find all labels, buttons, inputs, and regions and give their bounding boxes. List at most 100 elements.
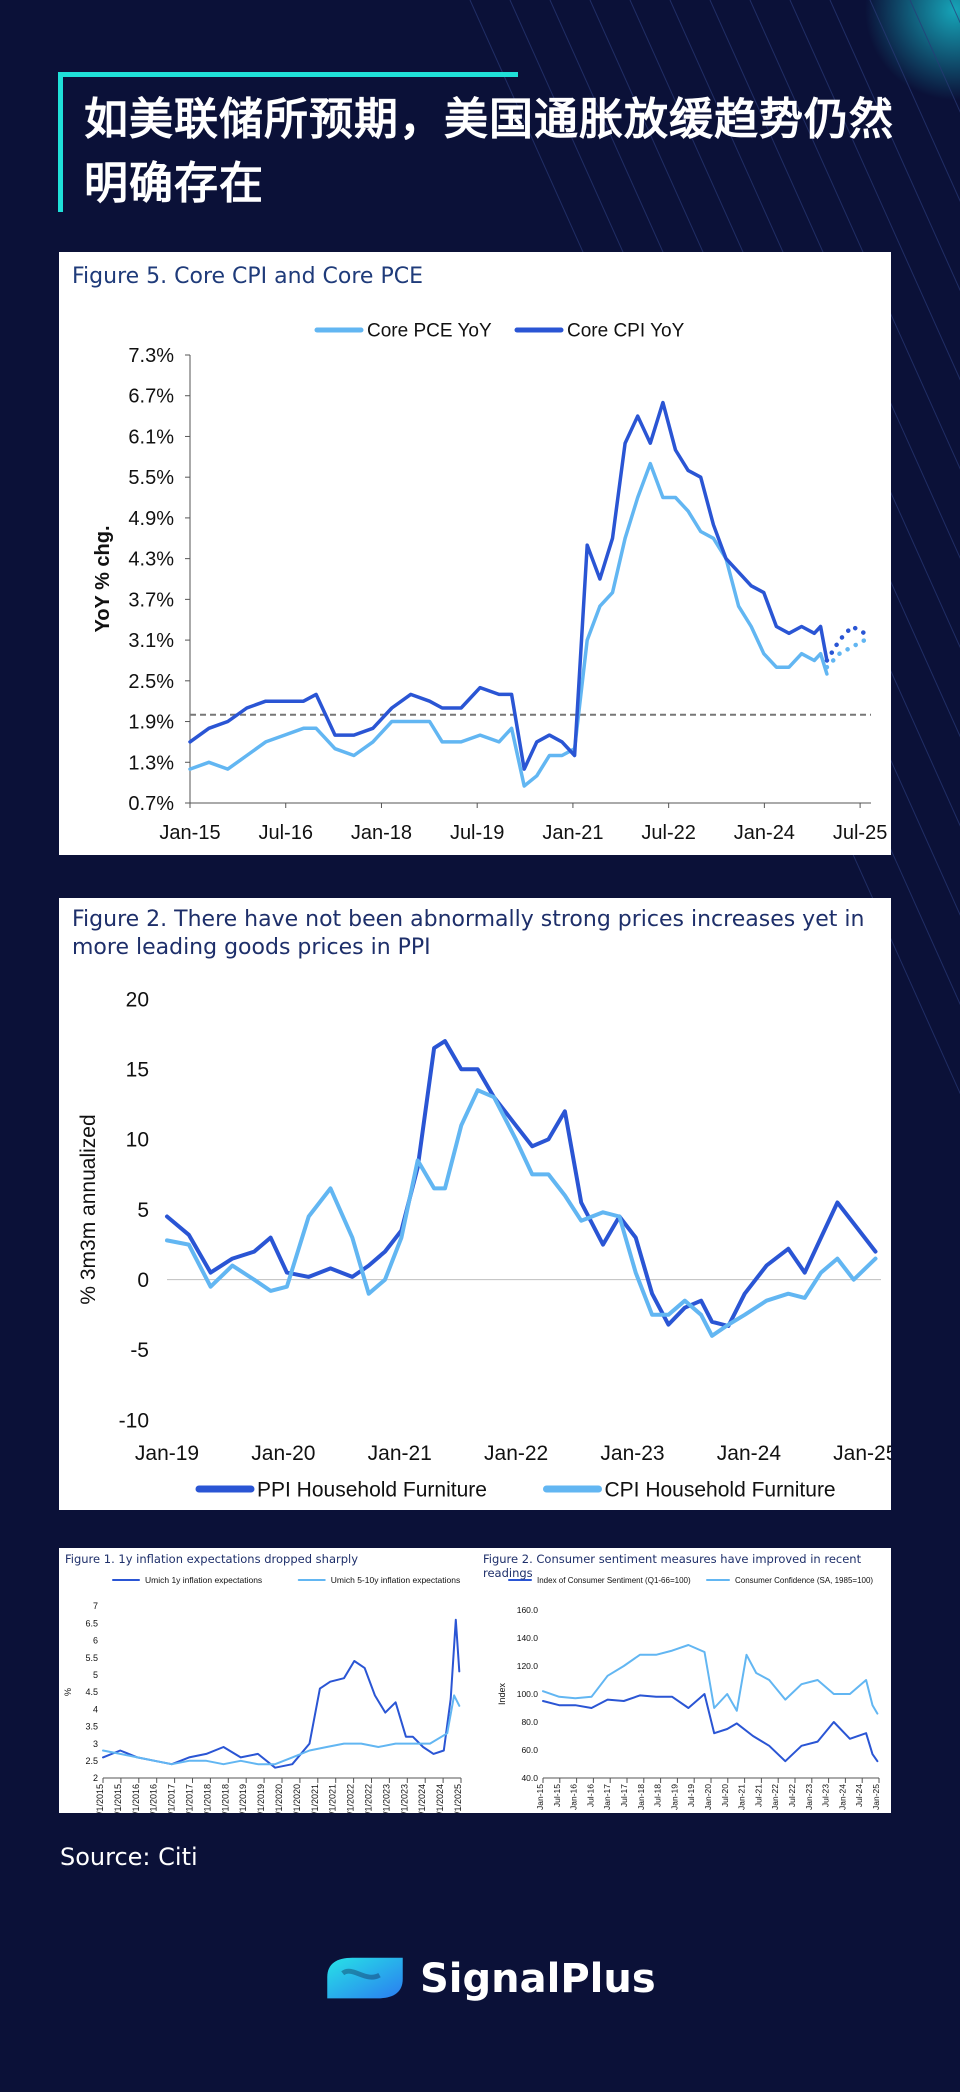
bg-diagonal-line [669,0,960,649]
y-tick-label: 4.9% [128,508,174,530]
x-tick-label: Jan-24 [717,1442,782,1465]
x-tick-label: Jan-25 [871,1784,881,1810]
y-tick-label: 4 [93,1704,98,1714]
x-tick-label: Jan-23 [804,1784,814,1810]
brand-name: SignalPlus [420,1956,656,2002]
x-tick-label: 1/1/2025 [453,1784,463,1813]
bg-diagonal-line [789,0,960,381]
x-tick-label: 7/1/2017 [185,1784,195,1813]
x-tick-label: 1/1/2016 [131,1784,141,1813]
y-tick-label: 100.0 [517,1689,539,1699]
y-tick-label: 6.7% [128,386,174,408]
y-tick-label: -10 [119,1409,149,1432]
chart-panel-core-cpi-pce: Figure 5. Core CPI and Core PCE 0.7% 1.3%… [59,252,891,855]
x-tick-label: 1/1/2017 [167,1784,177,1813]
y-tick-label: 2.5 [85,1756,98,1766]
y-tick-label: 1.3% [128,752,174,774]
chart-panel-furniture-prices: Figure 2. There have not been abnormally… [59,898,891,1510]
x-tick-label: 1/1/2024 [417,1784,427,1813]
y-tick-label: 10 [126,1129,149,1152]
x-tick-label: 1/1/2021 [310,1784,320,1813]
glow-left [0,580,70,900]
y-tick-label: 5 [137,1199,149,1222]
x-tick-label: 7/1/2024 [435,1784,445,1813]
x-tick-label: Jul-22 [787,1784,797,1807]
x-tick-label: 1/1/2019 [238,1784,248,1813]
x-tick-label: Jul-16 [585,1784,595,1807]
x-tick-label: Jan-21 [542,822,603,844]
x-tick-label: Jul-21 [753,1784,763,1807]
y-axis-title: Index [497,1682,507,1705]
y-tick-label: 6 [93,1636,98,1646]
x-tick-label: Jul-16 [258,822,312,844]
y-tick-label: 2.5% [128,671,174,693]
x-tick-label: Jul-20 [720,1784,730,1807]
x-tick-label: 7/1/2020 [292,1784,302,1813]
x-tick-label: Jan-20 [703,1784,713,1810]
title-accent-left [58,72,63,212]
series-line-0 [102,1618,461,1769]
y-tick-label: 7.3% [128,345,174,367]
x-tick-label: Jul-15 [552,1784,562,1807]
x-tick-label: 1/1/2020 [274,1784,284,1813]
chart1-title: Figure 5. Core CPI and Core PCE [72,264,423,289]
series-line-1 [188,400,829,771]
series-line-1 [102,1694,461,1766]
x-tick-label: 1/1/2022 [346,1784,356,1813]
x-tick-label: 1/1/2015 [95,1784,105,1813]
series-line-3 [824,624,867,663]
bg-diagonal-line [749,0,960,470]
x-tick-label: Jan-15 [159,822,220,844]
series-line-1 [542,1644,879,1715]
bg-diagonal-line [869,0,960,202]
x-tick-label: Jan-18 [636,1784,646,1810]
y-axis-title: YoY % chg. [92,525,114,632]
y-tick-label: 4.3% [128,549,174,571]
x-tick-label: Jan-25 [833,1442,891,1465]
x-tick-label: Jan-21 [368,1442,432,1465]
x-tick-label: Jan-15 [535,1784,545,1810]
x-tick-label: Jan-23 [600,1442,664,1465]
series-line-2 [824,637,867,670]
legend-label: CPI Household Furniture [605,1478,836,1501]
y-tick-label: 3.5 [85,1722,98,1732]
x-tick-label: Jan-19 [669,1784,679,1810]
y-tick-label: 60.0 [521,1745,538,1755]
y-axis-title: % 3m3m annualized [77,1114,100,1304]
legend-label: PPI Household Furniture [257,1478,487,1501]
chart3-title: Figure 1. 1y inflation expectations drop… [65,1552,359,1566]
source-note: Source: Citi [60,1843,198,1871]
series-line-1 [165,1088,878,1338]
y-tick-label: 1.9% [128,712,174,734]
y-tick-label: 0 [137,1269,149,1292]
y-tick-label: 15 [126,1059,149,1082]
series-line-0 [188,461,829,788]
x-tick-label: Jan-21 [737,1784,747,1810]
x-tick-label: Jan-20 [251,1442,315,1465]
y-tick-label: 0.7% [128,793,174,815]
title-accent-top [58,72,518,77]
y-tick-label: 6.1% [128,426,174,448]
y-tick-label: 5.5 [85,1653,98,1663]
x-tick-label: 7/1/2023 [399,1784,409,1813]
x-tick-label: 1/1/2018 [202,1784,212,1813]
x-tick-label: Jul-17 [619,1784,629,1807]
x-tick-label: Jul-23 [821,1784,831,1807]
legend-label: Consumer Confidence (SA, 1985=100) [735,1576,873,1585]
bg-diagonal-line [709,0,960,559]
y-tick-label: 140.0 [517,1633,539,1643]
y-tick-label: 4.5 [85,1687,98,1697]
x-tick-label: Jan-18 [351,822,412,844]
x-tick-label: Jul-22 [641,822,695,844]
x-tick-label: Jan-17 [602,1784,612,1810]
x-tick-label: Jul-25 [833,822,887,844]
x-tick-label: Jan-19 [135,1442,199,1465]
y-axis-title: % [63,1688,73,1696]
x-tick-label: Jul-24 [854,1784,864,1807]
glow-top-right [865,0,960,100]
y-tick-label: 2 [93,1773,98,1783]
x-tick-label: Jul-18 [653,1784,663,1807]
y-tick-label: 5.5% [128,467,174,489]
legend-label: Umich 1y inflation expectations [145,1575,262,1585]
x-tick-label: Jul-19 [686,1784,696,1807]
